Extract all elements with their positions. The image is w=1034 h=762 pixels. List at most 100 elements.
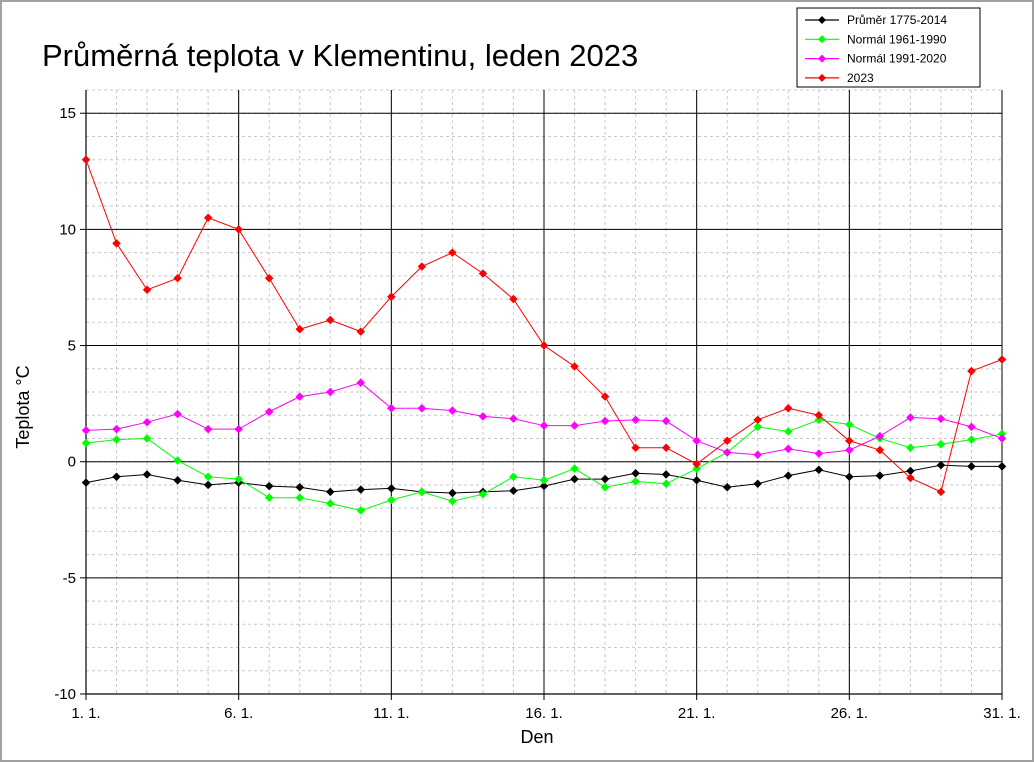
axis-ticks: 15 10 5 0 -5 -10 1. 1. 6. 1. 11. 1. 16. 1. 21. 1. 2… <box>54 105 1020 722</box>
data-point <box>539 475 549 485</box>
data-point <box>661 443 671 453</box>
data-point <box>936 487 946 497</box>
data-point <box>173 456 182 465</box>
legend-label: Normál 1961-1990 <box>847 32 947 46</box>
data-point <box>692 436 702 446</box>
data-point <box>814 465 824 475</box>
data-point <box>906 413 915 422</box>
legend-marker <box>818 73 826 82</box>
data-point <box>570 464 579 474</box>
data-point <box>692 475 702 485</box>
data-point <box>967 461 976 471</box>
data-point <box>753 415 763 425</box>
data-point <box>386 403 396 413</box>
data-point <box>631 477 640 486</box>
data-point <box>142 285 152 295</box>
data-point <box>325 387 335 397</box>
y-axis-title: Teplota °C <box>13 365 33 448</box>
data-point <box>936 414 946 424</box>
data-point <box>478 412 488 421</box>
data-point <box>753 450 763 460</box>
data-point <box>600 482 610 492</box>
data-point <box>600 392 610 401</box>
data-point <box>356 485 366 494</box>
legend-label: Normál 1991-2020 <box>847 52 947 66</box>
data-point <box>386 495 396 505</box>
data-point <box>417 262 427 271</box>
data-point <box>295 482 305 492</box>
data-point <box>814 410 824 420</box>
data-point <box>142 470 152 479</box>
data-point <box>722 448 732 457</box>
data-point <box>661 470 671 479</box>
data-point <box>570 362 579 371</box>
data-point <box>173 409 182 419</box>
data-point <box>478 269 488 278</box>
data-point <box>692 464 702 474</box>
data-point <box>356 378 366 388</box>
data-point <box>203 213 213 223</box>
data-point <box>264 407 274 417</box>
data-point <box>722 436 732 446</box>
data-point <box>295 493 305 503</box>
data-point <box>81 438 91 448</box>
data-point <box>509 486 518 496</box>
legend: Průměr 1775-2014 Normál 1961-1990 Normál 1… <box>796 7 981 88</box>
data-point <box>814 449 824 458</box>
legend-marker <box>818 16 826 24</box>
data-point <box>631 415 640 425</box>
y-tick-label: -10 <box>54 686 76 703</box>
data-point <box>997 355 1007 364</box>
x-tick-label: 26. 1. <box>831 705 869 722</box>
data-point <box>967 366 976 376</box>
data-point <box>875 431 885 441</box>
data-point <box>783 471 793 480</box>
data-point <box>81 155 91 165</box>
data-point <box>539 481 549 491</box>
data-point <box>539 341 549 350</box>
data-point <box>936 460 946 470</box>
x-tick-label: 21. 1. <box>678 705 716 722</box>
data-point <box>509 472 518 482</box>
data-point <box>783 427 793 436</box>
data-point <box>570 421 579 431</box>
chart-title: Průměrná teplota v Klementinu, leden 202… <box>42 38 638 73</box>
data-point <box>753 422 763 432</box>
x-tick-label: 16. 1. <box>525 705 563 722</box>
data-point <box>386 484 396 493</box>
data-point <box>325 499 335 508</box>
legend-label: 2023 <box>847 71 874 85</box>
legend-box <box>796 7 981 88</box>
data-point <box>875 445 885 455</box>
data-point <box>112 435 121 444</box>
data-point <box>142 434 152 443</box>
data-point <box>906 443 915 453</box>
data-point <box>417 403 427 413</box>
data-point <box>753 479 763 489</box>
data-point <box>295 324 305 334</box>
data-point <box>448 406 457 415</box>
data-point <box>448 496 457 506</box>
data-point <box>203 424 213 434</box>
data-point <box>81 478 91 487</box>
x-tick-label: 31. 1. <box>983 705 1021 722</box>
data-point <box>509 414 518 424</box>
data-point <box>875 471 885 480</box>
data-point <box>844 472 854 482</box>
data-point <box>173 273 182 283</box>
data-point <box>142 417 152 427</box>
data-point <box>112 472 121 482</box>
data-point <box>844 420 854 429</box>
data-point <box>234 474 244 484</box>
data-point <box>783 444 793 454</box>
data-point <box>264 481 274 491</box>
data-point <box>356 327 366 336</box>
y-tick-label: 10 <box>59 221 76 238</box>
data-point <box>234 225 244 234</box>
data-point <box>844 436 854 446</box>
x-axis-title: Den <box>520 727 553 747</box>
data-point <box>386 292 396 302</box>
data-point <box>631 443 640 453</box>
